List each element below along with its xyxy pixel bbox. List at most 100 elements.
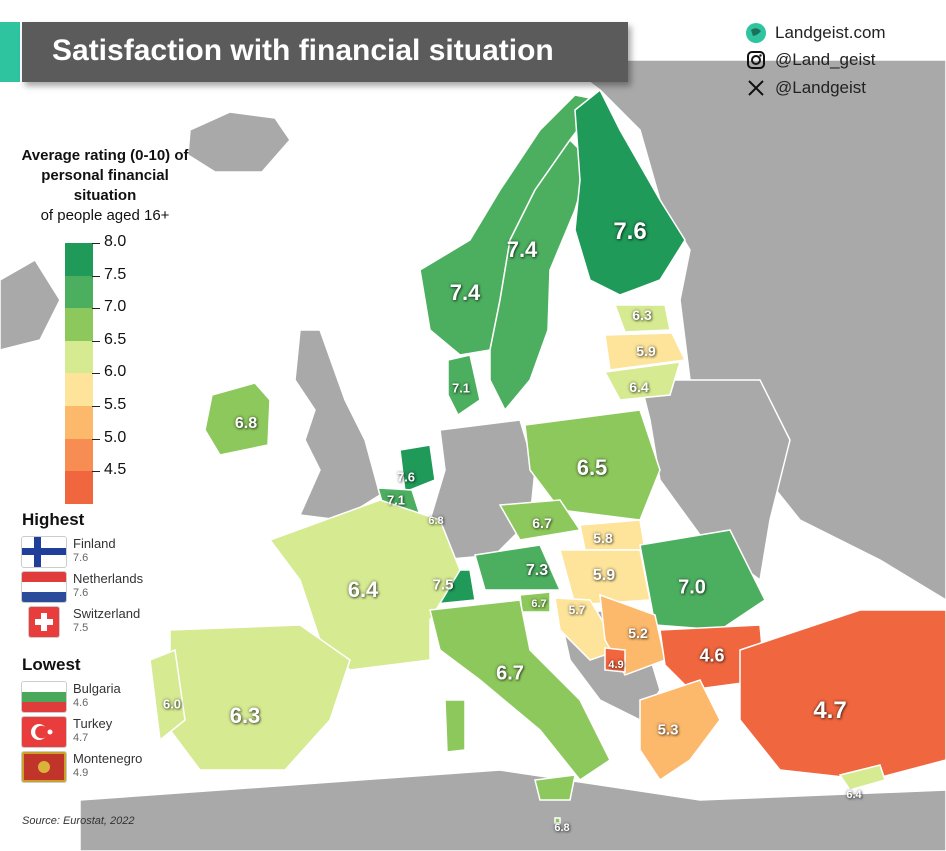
- value-portugal: 6.0: [162, 696, 182, 712]
- value-estonia: 6.3: [632, 307, 652, 323]
- scale-tick-label: 5.5: [104, 396, 127, 413]
- rank-country: Bulgaria: [73, 681, 121, 696]
- value-austria: 7.3: [525, 562, 549, 579]
- france-shape: [268, 499, 461, 671]
- social-website[interactable]: Landgeist.com: [745, 22, 886, 44]
- scale-tick-mark: [92, 373, 100, 375]
- rank-country: Montenegro: [73, 751, 143, 766]
- x-label: @Landgeist: [775, 78, 866, 97]
- scale-tick-label: 7.5: [104, 265, 127, 283]
- scale-tick-mark: [92, 471, 100, 473]
- value-switzerland: 7.5: [432, 576, 454, 594]
- social-x[interactable]: @Landgeist: [745, 77, 866, 99]
- scale-bin: [65, 275, 93, 309]
- austria-shape: [474, 544, 562, 591]
- scale-tick-label: 4.5: [104, 461, 127, 479]
- value-slovenia: 6.7: [531, 598, 547, 610]
- rank-country: Netherlands: [73, 571, 144, 586]
- sardinia-shape: [444, 699, 466, 753]
- rank-value: 4.9: [73, 767, 89, 779]
- x-logo-icon: [745, 77, 767, 99]
- value-norway: 7.4: [449, 280, 481, 305]
- scale-bin: [65, 471, 93, 504]
- scale-bin: [65, 438, 93, 472]
- rank-value: 4.7: [73, 732, 89, 744]
- scale-tick-mark: [92, 438, 100, 440]
- social-instagram[interactable]: @Land_geist: [745, 49, 875, 71]
- source-note: Source: Eurostat, 2022: [22, 815, 135, 827]
- malta-shape: [554, 817, 561, 824]
- romania-shape: [639, 529, 766, 631]
- value-montenegro: 4.9: [608, 659, 624, 671]
- scale-tick-mark: [92, 243, 100, 244]
- scale-tick-mark: [92, 406, 100, 407]
- ukraine-belarus-land: [639, 379, 791, 582]
- north-africa-land: [79, 769, 946, 851]
- legend-title: Average rating (0-10) of personal financ…: [20, 146, 190, 226]
- rank-value: 7.6: [73, 552, 89, 564]
- ireland-shape: [204, 382, 271, 456]
- value-belgium: 7.1: [386, 492, 406, 508]
- value-cyprus: 6.4: [846, 789, 862, 801]
- value-finland: 7.6: [613, 218, 647, 245]
- title-banner: Satisfaction with financial situation: [0, 22, 630, 82]
- value-ireland: 6.8: [234, 415, 258, 432]
- value-croatia: 5.7: [568, 603, 586, 617]
- value-poland: 6.5: [576, 455, 608, 480]
- great-britain-land: [294, 329, 381, 521]
- turkey-shape: [739, 609, 946, 781]
- instagram-icon: [745, 49, 767, 71]
- finland-shape: [574, 88, 686, 296]
- scale-tick-mark: [92, 275, 100, 277]
- rank-country: Finland: [73, 536, 116, 551]
- scale-bin: [65, 308, 93, 341]
- value-bulgaria: 4.6: [699, 645, 725, 666]
- scale-tick-label: 8.0: [104, 233, 127, 250]
- value-spain: 6.3: [229, 703, 261, 728]
- value-czechia: 6.7: [532, 515, 552, 531]
- netherlands-flag: [22, 572, 66, 602]
- scale-bin: [65, 243, 93, 276]
- latvia-shape: [604, 332, 687, 371]
- value-latvia: 5.9: [636, 343, 656, 359]
- sicily-shape: [534, 774, 576, 801]
- scale-tick-label: 6.5: [104, 330, 127, 348]
- color-scale: [65, 243, 93, 504]
- value-netherlands: 7.6: [396, 469, 416, 485]
- estonia-shape: [613, 304, 671, 333]
- finland-flag: [22, 537, 66, 567]
- montenegro-flag: [22, 752, 66, 782]
- value-italy: 6.7: [496, 662, 524, 685]
- value-lithuania: 6.4: [629, 379, 649, 395]
- value-sweden: 7.4: [506, 237, 538, 262]
- scale-tick-label: 7.0: [104, 298, 127, 316]
- bulgaria-flag: [22, 682, 66, 712]
- value-hungary: 5.9: [592, 567, 616, 584]
- value-turkey: 4.7: [813, 697, 847, 724]
- greenland-edge-land: [0, 258, 61, 351]
- value-greece: 5.3: [657, 721, 679, 739]
- value-luxembourg: 6.8: [428, 515, 444, 527]
- italy-shape: [429, 599, 611, 782]
- cyprus-shape: [838, 764, 886, 791]
- denmark-shape: [447, 354, 481, 417]
- highest-heading: Highest: [22, 510, 85, 529]
- value-slovakia: 5.8: [593, 530, 613, 546]
- legend-title-main: Average rating (0-10) of personal financ…: [21, 147, 189, 204]
- value-romania: 7.0: [678, 576, 706, 599]
- scale-tick-mark: [92, 340, 100, 342]
- globe-icon: [745, 22, 767, 44]
- lithuania-shape: [603, 361, 682, 401]
- czechia-shape: [498, 499, 582, 541]
- website-label: Landgeist.com: [775, 23, 886, 42]
- switzerland-flag: [29, 607, 59, 637]
- value-serbia: 5.2: [628, 625, 648, 641]
- lowest-heading: Lowest: [22, 655, 81, 674]
- rank-value: 4.6: [73, 697, 89, 709]
- rank-value: 7.6: [73, 587, 89, 599]
- bulgaria-shape: [659, 624, 766, 691]
- page-title: Satisfaction with financial situation: [52, 34, 554, 67]
- sweden-shape: [489, 138, 591, 412]
